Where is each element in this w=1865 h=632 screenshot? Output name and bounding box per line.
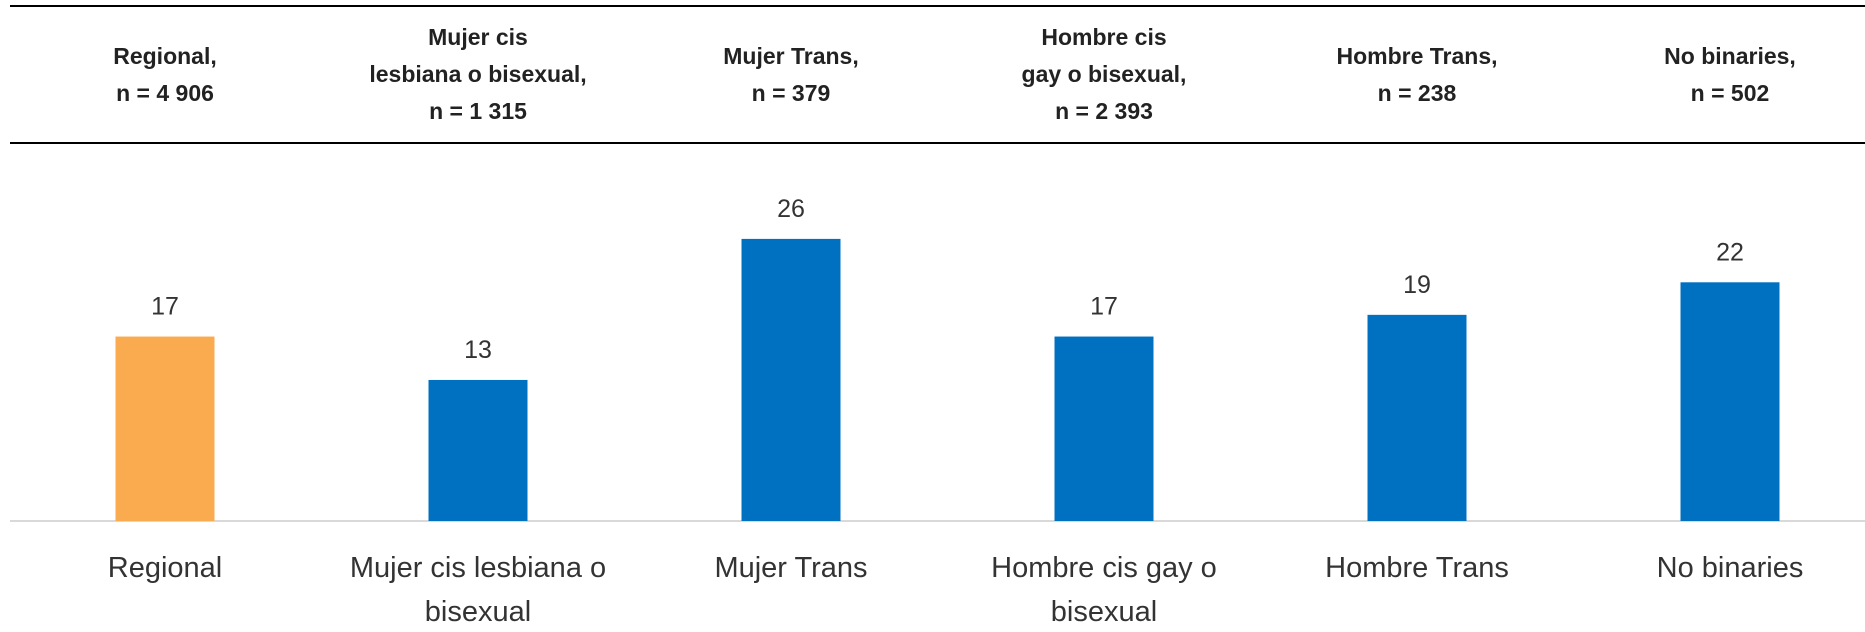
x-tick-label: No binaries	[1656, 552, 1804, 584]
column-header: No binaries, n = 502	[1574, 6, 1865, 143]
header-line: Hombre Trans,	[1336, 42, 1498, 69]
header-line: lesbiana o bisexual,	[369, 61, 587, 87]
bar	[1367, 314, 1467, 521]
value-label: 17	[1090, 293, 1118, 321]
header-line: Hombre cis	[1041, 24, 1167, 50]
column-header: Mujer cis lesbiana o bisexual, n = 1 315	[322, 6, 635, 143]
value-label: 19	[1403, 271, 1431, 299]
column-header: Mujer Trans, n = 379	[635, 6, 948, 143]
x-tick-label: Hombre Trans	[1325, 552, 1509, 584]
value-label: 26	[777, 195, 805, 223]
bar	[741, 238, 841, 521]
x-tick-label: Mujer cis lesbiana o bisexual	[349, 552, 607, 628]
x-tick-label: Regional	[107, 552, 223, 584]
bar	[1054, 336, 1154, 521]
header-line: n = 4 906	[116, 79, 214, 106]
header-line: No binaries,	[1664, 42, 1796, 69]
header-line: Mujer Trans,	[723, 42, 859, 69]
header-line: Mujer cis	[428, 24, 528, 50]
value-label: 22	[1716, 238, 1744, 266]
header-line: n = 379	[751, 79, 831, 106]
header-line: n = 2 393	[1055, 98, 1153, 124]
column-header: Regional, n = 4 906	[9, 6, 322, 143]
column-header: Hombre cis gay o bisexual, n = 2 393	[948, 6, 1261, 143]
header-line: n = 1 315	[429, 98, 527, 124]
bar	[428, 379, 528, 521]
header-line: n = 502	[1690, 79, 1770, 106]
bar	[1680, 282, 1780, 521]
column-header: Hombre Trans, n = 238	[1261, 6, 1574, 143]
header-line: Regional,	[113, 42, 217, 69]
header-line: gay o bisexual,	[1021, 61, 1187, 87]
value-label: 17	[151, 293, 179, 321]
value-label: 13	[464, 336, 492, 364]
x-tick-label: Hombre cis gay o bisexual	[991, 552, 1217, 628]
x-tick-label: Mujer Trans	[714, 552, 868, 584]
bar	[115, 336, 215, 521]
header-line: n = 238	[1377, 79, 1457, 106]
